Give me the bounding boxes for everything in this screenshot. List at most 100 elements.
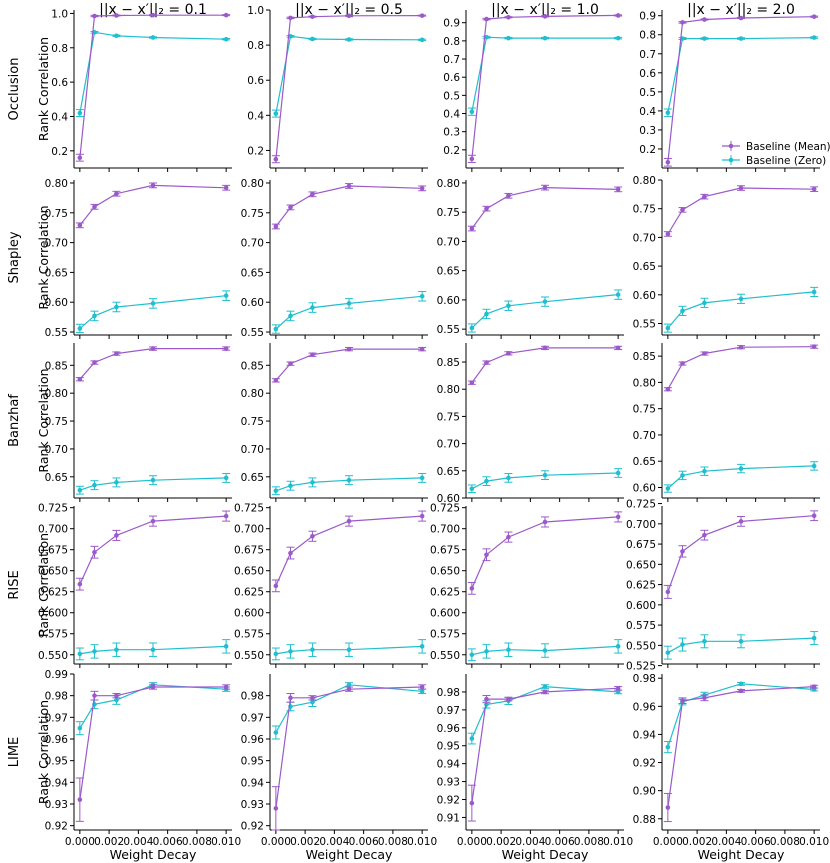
y-tick-label: 0.70 <box>241 238 264 250</box>
y-tick-label: 0.75 <box>45 416 68 428</box>
x-tick-label: 0.002 <box>94 836 124 848</box>
y-tick-label: 0.8 <box>51 43 68 55</box>
zero-point <box>506 475 511 481</box>
y-tick-label: 0.725 <box>430 503 460 515</box>
y-tick-label: 0.600 <box>430 608 460 620</box>
zero-point <box>273 111 279 116</box>
y-tick-label: 0.575 <box>234 629 264 641</box>
y-tick-label: 0.55 <box>45 327 68 339</box>
mean-point <box>484 552 489 558</box>
mean-point <box>114 693 119 698</box>
mean-point <box>310 533 315 539</box>
mean-point <box>346 686 352 692</box>
y-tick-label: 0.94 <box>241 777 265 789</box>
y-tick-label: 0.85 <box>633 351 656 363</box>
y-tick-label: 0.600 <box>626 600 656 612</box>
mean-point <box>223 185 229 191</box>
panel: 0.525 0.550 0.575 0.600 0.625 0.650 0.675 0.700… <box>626 499 820 673</box>
zero-point <box>738 466 744 471</box>
y-tick-label: 0.98 <box>241 691 264 703</box>
zero-point <box>542 472 548 478</box>
panel: 0.550 0.575 0.600 0.625 0.650 0.675 0.700 0.725… <box>36 503 232 668</box>
mean-point <box>419 513 425 519</box>
y-tick-label: 0.550 <box>234 650 264 662</box>
zero-point <box>738 681 744 687</box>
y-tick-label: 0.6 <box>51 77 68 89</box>
zero-point <box>484 34 489 40</box>
x-tick-label: 0.008 <box>574 836 604 848</box>
mean-point <box>615 686 621 691</box>
zero-point <box>223 475 229 481</box>
mean-point <box>542 519 548 525</box>
y-tick-label: 0.60 <box>437 295 460 307</box>
y-tick-label: 0.70 <box>437 236 460 248</box>
zero-point <box>273 651 279 657</box>
y-tick-label: 0.80 <box>633 377 656 389</box>
y-tick-label: 0.2 <box>247 145 264 157</box>
y-tick-label: 0.93 <box>45 799 68 811</box>
y-tick-label: 0.675 <box>38 545 68 557</box>
panel: 0.910.920.930.940.950.960.970.980.000 0.0… <box>437 674 633 862</box>
mean-point <box>310 352 315 358</box>
mean-point <box>615 187 621 192</box>
zero-point <box>310 480 315 485</box>
legend-marker <box>728 143 734 149</box>
zero-point <box>665 486 671 491</box>
mean-point <box>114 13 119 18</box>
mean-point <box>484 360 489 365</box>
mean-point <box>665 386 671 392</box>
y-tick-label: 0.94 <box>633 729 657 741</box>
panel: 0.60 0.65 0.70 0.75 0.80 0.85 <box>437 343 624 505</box>
mean-point <box>419 346 425 352</box>
mean-point <box>273 583 279 589</box>
mean-point <box>665 231 671 237</box>
mean-point <box>484 16 489 22</box>
zero-point <box>484 649 489 654</box>
zero-series-line <box>667 37 815 113</box>
panel: 0.60 0.65 0.70 0.75 0.80 0.85 <box>633 343 820 502</box>
zero-point <box>223 293 229 298</box>
zero-point <box>615 689 621 695</box>
mean-point <box>738 185 744 191</box>
zero-point <box>419 689 425 694</box>
mean-point <box>310 14 315 19</box>
x-tick-label: 0.000 <box>457 836 487 848</box>
mean-point <box>77 223 83 228</box>
mean-point <box>92 360 97 365</box>
zero-point <box>702 468 707 474</box>
zero-series-line <box>79 31 227 114</box>
zero-point <box>310 647 315 653</box>
zero-point <box>702 300 707 306</box>
zero-point <box>665 744 671 750</box>
zero-point <box>77 326 83 331</box>
y-tick-label: 0.575 <box>626 620 656 632</box>
mean-point <box>738 688 744 694</box>
y-tick-label: 0.75 <box>437 207 460 219</box>
legend-label: Baseline (Mean) <box>746 141 830 153</box>
y-tick-label: 0.4 <box>247 110 264 122</box>
zero-point <box>702 639 707 644</box>
legend-marker <box>728 157 734 163</box>
zero-series-line <box>275 684 423 733</box>
mean-point <box>615 345 621 351</box>
y-tick-label: 0.96 <box>633 701 657 713</box>
mean-point <box>484 696 489 702</box>
zero-point <box>419 475 425 481</box>
y-tick-label: 0.65 <box>437 466 460 478</box>
column-title: ||x − x′||₂ = 1.0 <box>491 2 599 18</box>
mean-point <box>469 226 475 231</box>
y-tick-label: 0.94 <box>45 777 69 789</box>
y-tick-label: 0.700 <box>234 524 264 536</box>
y-tick-label: 1.0 <box>247 5 264 17</box>
mean-point <box>469 586 475 591</box>
y-tick-label: 0.98 <box>45 691 68 703</box>
zero-point <box>150 301 156 306</box>
y-tick-label: 0.70 <box>45 238 68 250</box>
y-tick-label: 0.92 <box>241 821 264 833</box>
mean-point <box>680 20 685 25</box>
zero-point <box>469 325 475 331</box>
y-tick-label: 0.600 <box>38 608 68 620</box>
mean-series-line <box>275 348 423 381</box>
